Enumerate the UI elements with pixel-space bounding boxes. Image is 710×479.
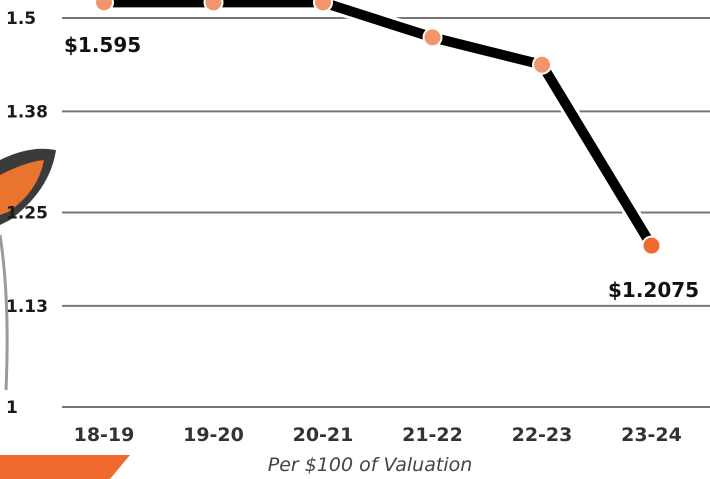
- y-tick-label: 1.38: [6, 102, 48, 122]
- data-point: [422, 27, 443, 48]
- y-axis-tick-labels: 1.5 1.38 1.25 1.13 1: [6, 9, 48, 418]
- data-point: [641, 235, 662, 256]
- series-line-path: [104, 0, 656, 249]
- decor-orange-shape: [0, 160, 44, 215]
- data-label: $1.2075: [608, 278, 699, 302]
- x-tick-label: 20-21: [293, 424, 354, 446]
- data-labels: $1.595 $1.2075: [64, 33, 699, 302]
- x-axis-tick-labels: 18-19 19-20 20-21 21-22 22-23 23-24: [74, 424, 682, 446]
- decor-curve: [0, 234, 9, 391]
- x-tick-label: 21-22: [402, 424, 463, 446]
- accent-bar: [0, 455, 130, 479]
- y-tick-label: 1.13: [6, 297, 48, 317]
- x-tick-label: 19-20: [183, 424, 244, 446]
- decorative-graphic: [0, 148, 56, 391]
- data-label: $1.595: [64, 33, 141, 57]
- series-line: [104, 0, 659, 250]
- data-point: [532, 54, 552, 75]
- y-tick-label: 1.25: [6, 204, 48, 224]
- x-tick-label: 23-24: [621, 424, 682, 446]
- x-tick-label: 22-23: [512, 424, 573, 446]
- x-tick-label: 18-19: [74, 424, 135, 446]
- data-points: [94, 0, 662, 256]
- data-point: [313, 0, 333, 13]
- data-point: [94, 0, 114, 13]
- chart-caption: Per $100 of Valuation: [268, 454, 473, 476]
- series-line-outline: [104, 0, 659, 250]
- gridlines: [62, 17, 710, 408]
- y-tick-label: 1.5: [6, 9, 36, 29]
- y-tick-label: 1: [6, 398, 18, 418]
- data-point: [203, 0, 224, 13]
